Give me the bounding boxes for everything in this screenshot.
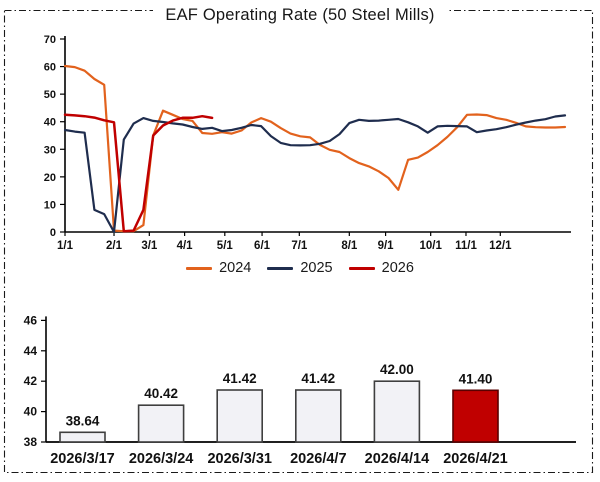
legend-label-2024: 2024 [219, 260, 252, 276]
bar-2026/3/24 [137, 404, 185, 443]
svg-text:3/1: 3/1 [141, 240, 158, 252]
svg-text:1/1: 1/1 [57, 240, 74, 252]
svg-text:0: 0 [50, 227, 56, 239]
svg-text:41.42: 41.42 [301, 371, 335, 386]
svg-text:2026/3/24: 2026/3/24 [129, 451, 194, 467]
svg-text:40: 40 [44, 117, 56, 129]
svg-text:20: 20 [44, 172, 56, 184]
svg-text:38: 38 [24, 435, 38, 449]
bar-chart-ticks [41, 319, 46, 443]
bar-highlight-2026/4/21 [452, 389, 499, 443]
svg-text:8/1: 8/1 [341, 240, 358, 252]
line-chart-axes [64, 36, 571, 233]
svg-text:44: 44 [24, 344, 38, 358]
bar-category-labels: 2026/3/17 2026/3/24 2026/3/31 2026/4/7 2026/… [50, 451, 508, 467]
line-series-2024 [63, 64, 567, 233]
bar-chart-tick-labels: 38 40 42 44 46 [24, 313, 38, 449]
svg-text:42.00: 42.00 [380, 362, 414, 377]
svg-text:9/1: 9/1 [378, 240, 395, 252]
svg-text:10: 10 [44, 199, 56, 211]
svg-text:40: 40 [24, 405, 38, 419]
svg-text:41.40: 41.40 [459, 371, 493, 386]
svg-text:2026/4/7: 2026/4/7 [290, 451, 346, 467]
svg-text:6/1: 6/1 [254, 240, 271, 252]
line-chart-ticks [60, 38, 501, 236]
svg-text:10/1: 10/1 [419, 240, 442, 252]
svg-text:5/1: 5/1 [217, 240, 234, 252]
line-series-2026 [63, 113, 214, 233]
bar-2026/3/31 [216, 389, 263, 443]
bar-2026/4/7 [294, 389, 342, 443]
bar-chart-svg: 38 40 42 44 46 38.64 40.42 41.42 41.42 42.00 41.40… [24, 313, 576, 467]
svg-text:2026/4/21: 2026/4/21 [443, 451, 508, 467]
bar-value-labels: 38.64 40.42 41.42 41.42 42.00 41.40 [66, 362, 493, 428]
svg-text:7/1: 7/1 [291, 240, 308, 252]
svg-text:11/1: 11/1 [455, 240, 477, 252]
line-series-2025 [63, 114, 567, 234]
line-chart-legend: 2024 2025 2026 [0, 257, 600, 279]
legend-swatch-2026 [348, 266, 375, 270]
svg-text:60: 60 [44, 62, 56, 74]
line-chart-title-text: EAF Operating Rate (50 Steel Mills) [153, 6, 447, 25]
svg-text:46: 46 [24, 313, 38, 327]
legend-swatch-2025 [267, 266, 294, 270]
legend-label-2026: 2026 [381, 260, 414, 276]
svg-text:2026/3/31: 2026/3/31 [207, 451, 272, 467]
bar-2026/3/17 [59, 431, 106, 443]
line-chart-title: EAF Operating Rate (50 Steel Mills) [0, 6, 600, 25]
legend-item-2026: 2026 [348, 260, 414, 276]
legend-swatch-2024 [186, 266, 213, 270]
legend-item-2025: 2025 [267, 260, 333, 276]
line-chart-tick-labels: 0 10 20 30 40 50 60 70 1/1 2/1 3/1 4/1 5/1 6/1 7/1 8/1 9… [44, 34, 512, 252]
legend-label-2025: 2025 [300, 260, 333, 276]
line-chart-svg: 0 10 20 30 40 50 60 70 1/1 2/1 3/1 4/1 5/1 6/1 7/1 8/1 9… [44, 34, 571, 252]
svg-text:50: 50 [44, 89, 56, 101]
svg-text:70: 70 [44, 34, 56, 46]
svg-text:42: 42 [24, 374, 38, 388]
bar-series [59, 380, 499, 443]
legend-item-2024: 2024 [186, 260, 251, 276]
svg-text:2/1: 2/1 [106, 240, 123, 252]
svg-text:2026/4/14: 2026/4/14 [365, 451, 430, 467]
bar-2026/4/14 [373, 380, 421, 443]
svg-text:38.64: 38.64 [66, 413, 100, 428]
svg-text:40.42: 40.42 [144, 386, 178, 401]
svg-text:12/1: 12/1 [489, 240, 512, 252]
svg-text:41.42: 41.42 [223, 371, 257, 386]
svg-text:2026/3/17: 2026/3/17 [50, 451, 115, 467]
svg-text:30: 30 [44, 144, 56, 156]
svg-text:4/1: 4/1 [177, 240, 194, 252]
